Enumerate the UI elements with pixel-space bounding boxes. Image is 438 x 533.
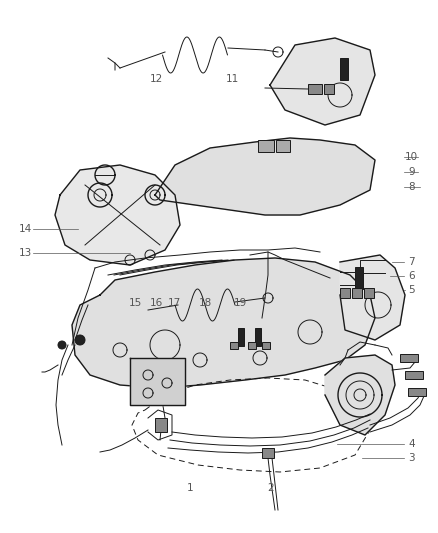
Polygon shape (155, 138, 375, 215)
Bar (364, 288, 374, 298)
Polygon shape (270, 38, 375, 125)
Bar (324, 84, 334, 94)
Bar (262, 342, 270, 349)
Bar (400, 354, 418, 362)
Circle shape (58, 341, 66, 349)
Text: 14: 14 (19, 224, 32, 234)
Circle shape (75, 335, 85, 345)
Text: 19: 19 (233, 298, 247, 308)
Bar (408, 388, 426, 396)
Bar (308, 84, 322, 94)
Text: 16: 16 (150, 298, 163, 308)
Text: 11: 11 (226, 74, 239, 84)
Polygon shape (72, 258, 375, 388)
Bar (355, 267, 363, 289)
Text: 18: 18 (198, 298, 212, 308)
Text: 13: 13 (19, 248, 32, 258)
Text: 17: 17 (168, 298, 181, 308)
Bar (238, 328, 244, 346)
Bar (262, 448, 274, 458)
Polygon shape (340, 255, 405, 340)
Text: 10: 10 (405, 152, 418, 162)
Text: 9: 9 (408, 167, 415, 176)
Bar (255, 328, 261, 346)
Bar (230, 342, 238, 349)
Text: 3: 3 (408, 454, 415, 463)
Text: 5: 5 (408, 286, 415, 295)
Polygon shape (325, 355, 395, 435)
Text: 1: 1 (187, 483, 194, 492)
Text: 7: 7 (408, 257, 415, 267)
Bar (276, 140, 290, 152)
Text: 15: 15 (129, 298, 142, 308)
Text: 8: 8 (408, 182, 415, 191)
Text: 4: 4 (408, 439, 415, 449)
Bar (405, 371, 423, 379)
Text: 2: 2 (267, 483, 274, 492)
Bar (340, 288, 350, 298)
Bar (258, 140, 274, 152)
Bar (155, 418, 167, 432)
Bar (352, 288, 362, 298)
Polygon shape (55, 165, 180, 265)
Bar (248, 342, 256, 349)
Text: 6: 6 (408, 271, 415, 281)
Bar (340, 58, 348, 80)
Polygon shape (130, 358, 185, 405)
Text: 12: 12 (150, 74, 163, 84)
